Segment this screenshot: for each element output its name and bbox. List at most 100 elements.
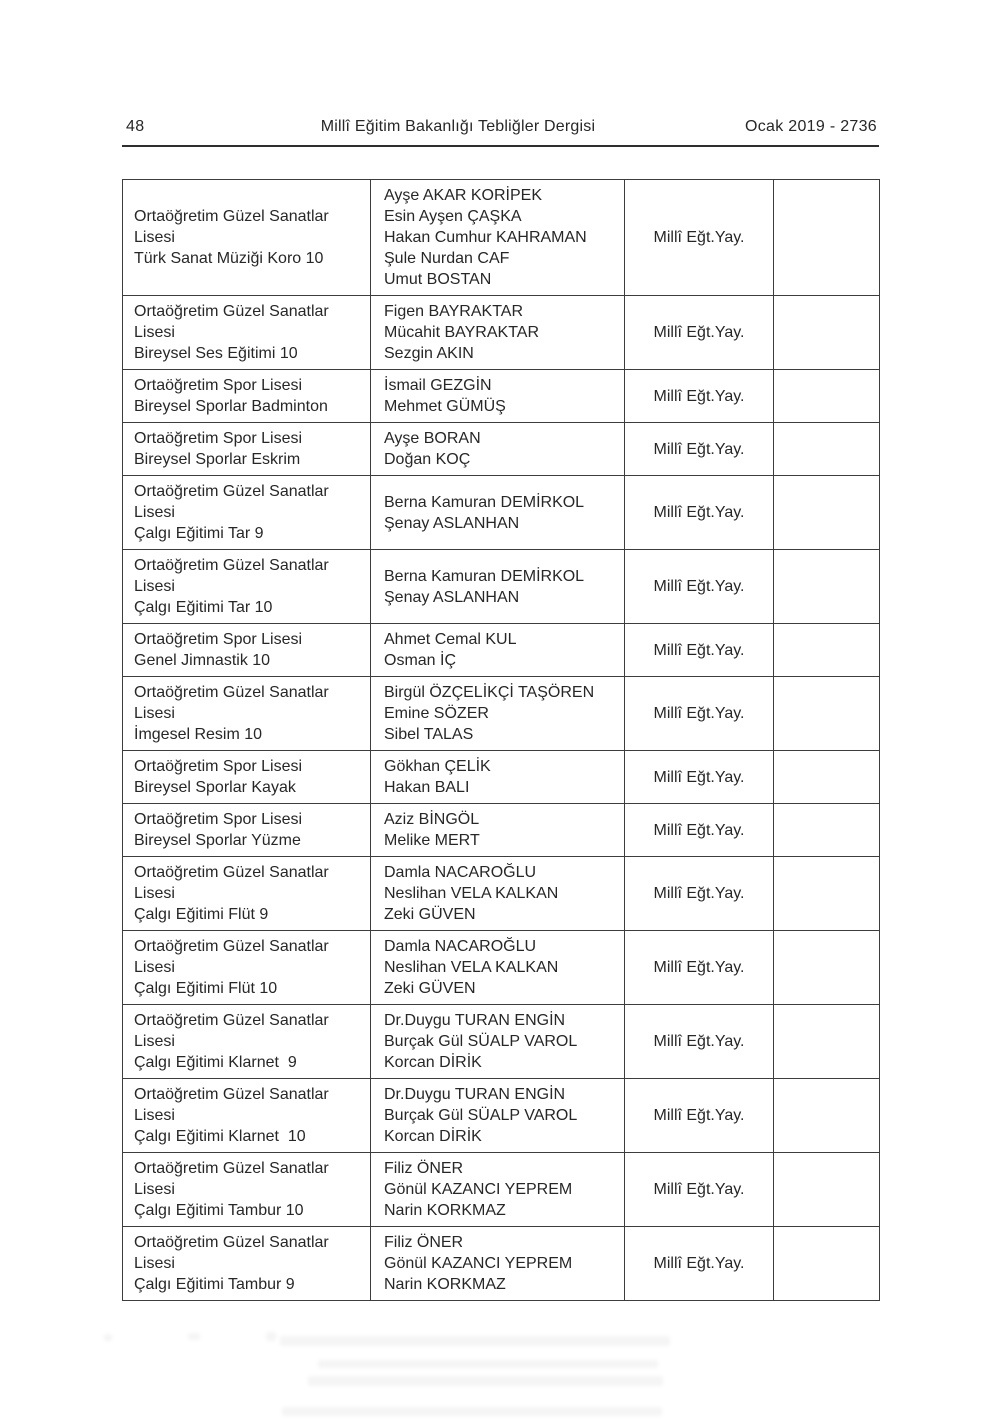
authors-cell: Dr.Duygu TURAN ENGİN Burçak Gül SÜALP VAR… (370, 1078, 625, 1153)
school-course-cell: Ortaöğretim Güzel Sanatlar Lisesi Türk San… (122, 179, 371, 296)
cell-line: Şule Nurdan CAF (384, 250, 510, 267)
cell-line: Filiz ÖNER (384, 1160, 464, 1177)
cell-line: Ortaöğretim Güzel Sanatlar (134, 208, 329, 225)
publisher-cell: Millî Eğt.Yay. (624, 930, 774, 1005)
authors-cell: Dr.Duygu TURAN ENGİN Burçak Gül SÜALP VAR… (370, 1004, 625, 1079)
cell-line: Bireysel Ses Eğitimi 10 (134, 345, 298, 362)
table-row: Ortaöğretim Güzel Sanatlar Lisesi Çalgı Eğ… (122, 1078, 880, 1153)
cell-line: Ortaöğretim Güzel Sanatlar (134, 684, 329, 701)
cell-line: Ortaöğretim Spor Lisesi (134, 631, 303, 648)
cell-line: Lisesi (134, 959, 175, 976)
cell-line: Zeki GÜVEN (384, 980, 476, 997)
cell-line: Lisesi (134, 1255, 175, 1272)
cell-line: Ortaöğretim Spor Lisesi (134, 758, 303, 775)
publisher-cell: Millî Eğt.Yay. (624, 750, 774, 804)
empty-note-cell (773, 295, 880, 370)
school-course-cell: Ortaöğretim Güzel Sanatlar Lisesi Çalgı Eğ… (122, 549, 371, 624)
cell-line: Sezgin AKIN (384, 345, 474, 362)
school-course-cell: Ortaöğretim Spor Lisesi Bireysel Sporlar … (122, 422, 371, 476)
publisher-cell: Millî Eğt.Yay. (624, 856, 774, 931)
cell-line: Dr.Duygu TURAN ENGİN (384, 1086, 566, 1103)
cell-line: Korcan DİRİK (384, 1054, 482, 1071)
publisher-cell: Millî Eğt.Yay. (624, 295, 774, 370)
cell-line: Sibel TALAS (384, 726, 474, 743)
cell-line: Hakan Cumhur KAHRAMAN (384, 229, 587, 246)
publisher-cell: Millî Eğt.Yay. (624, 1004, 774, 1079)
cell-line: Ayşe BORAN (384, 430, 481, 447)
cell-line: Lisesi (134, 578, 175, 595)
authors-cell: Berna Kamuran DEMİRKOL Şenay ASLANHAN (370, 475, 625, 550)
empty-note-cell (773, 1078, 880, 1153)
empty-note-cell (773, 803, 880, 857)
cell-line: Bireysel Sporlar Badminton (134, 398, 328, 415)
school-course-cell: Ortaöğretim Spor Lisesi Bireysel Sporlar … (122, 803, 371, 857)
cell-line: Ortaöğretim Güzel Sanatlar (134, 483, 329, 500)
scan-artifact (308, 1376, 663, 1386)
cell-line: Çalgı Eğitimi Klarnet 10 (134, 1128, 306, 1145)
cell-line: Şenay ASLANHAN (384, 588, 520, 606)
cell-line: Ahmet Cemal KUL (384, 631, 517, 648)
cell-line: Melike MERT (384, 832, 480, 849)
scan-artifact (280, 1336, 670, 1346)
empty-note-cell (773, 1152, 880, 1227)
authors-cell: Ahmet Cemal KUL Osman İÇ (370, 623, 625, 677)
cell-line: Korcan DİRİK (384, 1128, 482, 1145)
table-body: Ortaöğretim Güzel Sanatlar Lisesi Türk San… (122, 179, 880, 1301)
publisher-cell: Millî Eğt.Yay. (624, 803, 774, 857)
authors-cell: Gökhan ÇELİK Hakan BALI (370, 750, 625, 804)
authors-cell: Damla NACAROĞLU Neslihan VELA KALKAN Zeki … (370, 856, 625, 931)
cell-line: Bireysel Sporlar Yüzme (134, 832, 301, 849)
scan-artifact (266, 1332, 276, 1341)
cell-line: Gökhan ÇELİK (384, 758, 491, 775)
cell-line: Türk Sanat Müziği Koro 10 (134, 250, 324, 267)
cell-line: Birgül ÖZÇELİKÇİ TAŞÖREN (384, 684, 595, 701)
cell-line: Narin KORKMAZ (384, 1276, 506, 1293)
empty-note-cell (773, 422, 880, 476)
authors-cell: Aziz BİNGÖL Melike MERT (370, 803, 625, 857)
school-course-cell: Ortaöğretim Güzel Sanatlar Lisesi Çalgı Eğ… (122, 475, 371, 550)
cell-line: Ortaöğretim Spor Lisesi (134, 811, 303, 828)
empty-note-cell (773, 369, 880, 423)
publisher-cell: Millî Eğt.Yay. (624, 549, 774, 624)
cell-line: Berna Kamuran DEMİRKOL (384, 493, 585, 511)
empty-note-cell (773, 475, 880, 550)
school-course-cell: Ortaöğretim Güzel Sanatlar Lisesi Çalgı Eğ… (122, 1078, 371, 1153)
table-row: Ortaöğretim Güzel Sanatlar Lisesi Çalgı Eğ… (122, 475, 880, 550)
authors-cell: Ayşe AKAR KORİPEK Esin Ayşen ÇAŞKA Hakan C… (370, 179, 625, 296)
cell-line: Narin KORKMAZ (384, 1202, 506, 1219)
empty-note-cell (773, 623, 880, 677)
cell-line: Ortaöğretim Güzel Sanatlar (134, 938, 329, 955)
cell-line: Çalgı Eğitimi Tambur 9 (134, 1276, 295, 1293)
cell-line: Osman İÇ (384, 652, 457, 669)
authors-cell: İsmail GEZGİN Mehmet GÜMÜŞ (370, 369, 625, 423)
school-course-cell: Ortaöğretim Güzel Sanatlar Lisesi Çalgı Eğ… (122, 1152, 371, 1227)
cell-line: Lisesi (134, 885, 175, 902)
cell-line: Gönül KAZANCI YEPREM (384, 1255, 573, 1272)
cell-line: Gönül KAZANCI YEPREM (384, 1181, 573, 1198)
cell-line: Ayşe AKAR KORİPEK (384, 187, 542, 204)
cell-line: Ortaöğretim Güzel Sanatlar (134, 303, 329, 320)
empty-note-cell (773, 179, 880, 296)
publisher-cell: Millî Eğt.Yay. (624, 623, 774, 677)
cell-line: Dr.Duygu TURAN ENGİN (384, 1012, 566, 1029)
cell-line: Lisesi (134, 1181, 175, 1198)
scan-artifact (318, 1360, 658, 1368)
cell-line: İmgesel Resim 10 (134, 726, 263, 743)
cell-line: Çalgı Eğitimi Klarnet 9 (134, 1054, 297, 1071)
authors-cell: Damla NACAROĞLU Neslihan VELA KALKAN Zeki … (370, 930, 625, 1005)
authors-cell: Ayşe BORAN Doğan KOÇ (370, 422, 625, 476)
empty-note-cell (773, 549, 880, 624)
scan-artifact (104, 1334, 112, 1341)
authors-cell: Figen BAYRAKTAR Mücahit BAYRAKTAR Sezgin A… (370, 295, 625, 370)
school-course-cell: Ortaöğretim Güzel Sanatlar Lisesi Çalgı Eğ… (122, 1004, 371, 1079)
page-header: 48 Millî Eğitim Bakanlığı Tebliğler Derg… (122, 118, 879, 150)
cell-line: Ortaöğretim Güzel Sanatlar (134, 1234, 329, 1251)
cell-line: Lisesi (134, 324, 175, 341)
cell-line: Figen BAYRAKTAR (384, 303, 524, 320)
table-row: Ortaöğretim Spor Lisesi Bireysel Sporlar … (122, 750, 880, 804)
cell-line: Çalgı Eğitimi Tambur 10 (134, 1202, 304, 1219)
cell-line: Aziz BİNGÖL (384, 811, 480, 828)
table-row: Ortaöğretim Güzel Sanatlar Lisesi Çalgı Eğ… (122, 856, 880, 931)
authors-cell: Birgül ÖZÇELİKÇİ TAŞÖREN Emine SÖZER Sibel… (370, 676, 625, 751)
school-course-cell: Ortaöğretim Spor Lisesi Genel Jimnastik 1… (122, 623, 371, 677)
